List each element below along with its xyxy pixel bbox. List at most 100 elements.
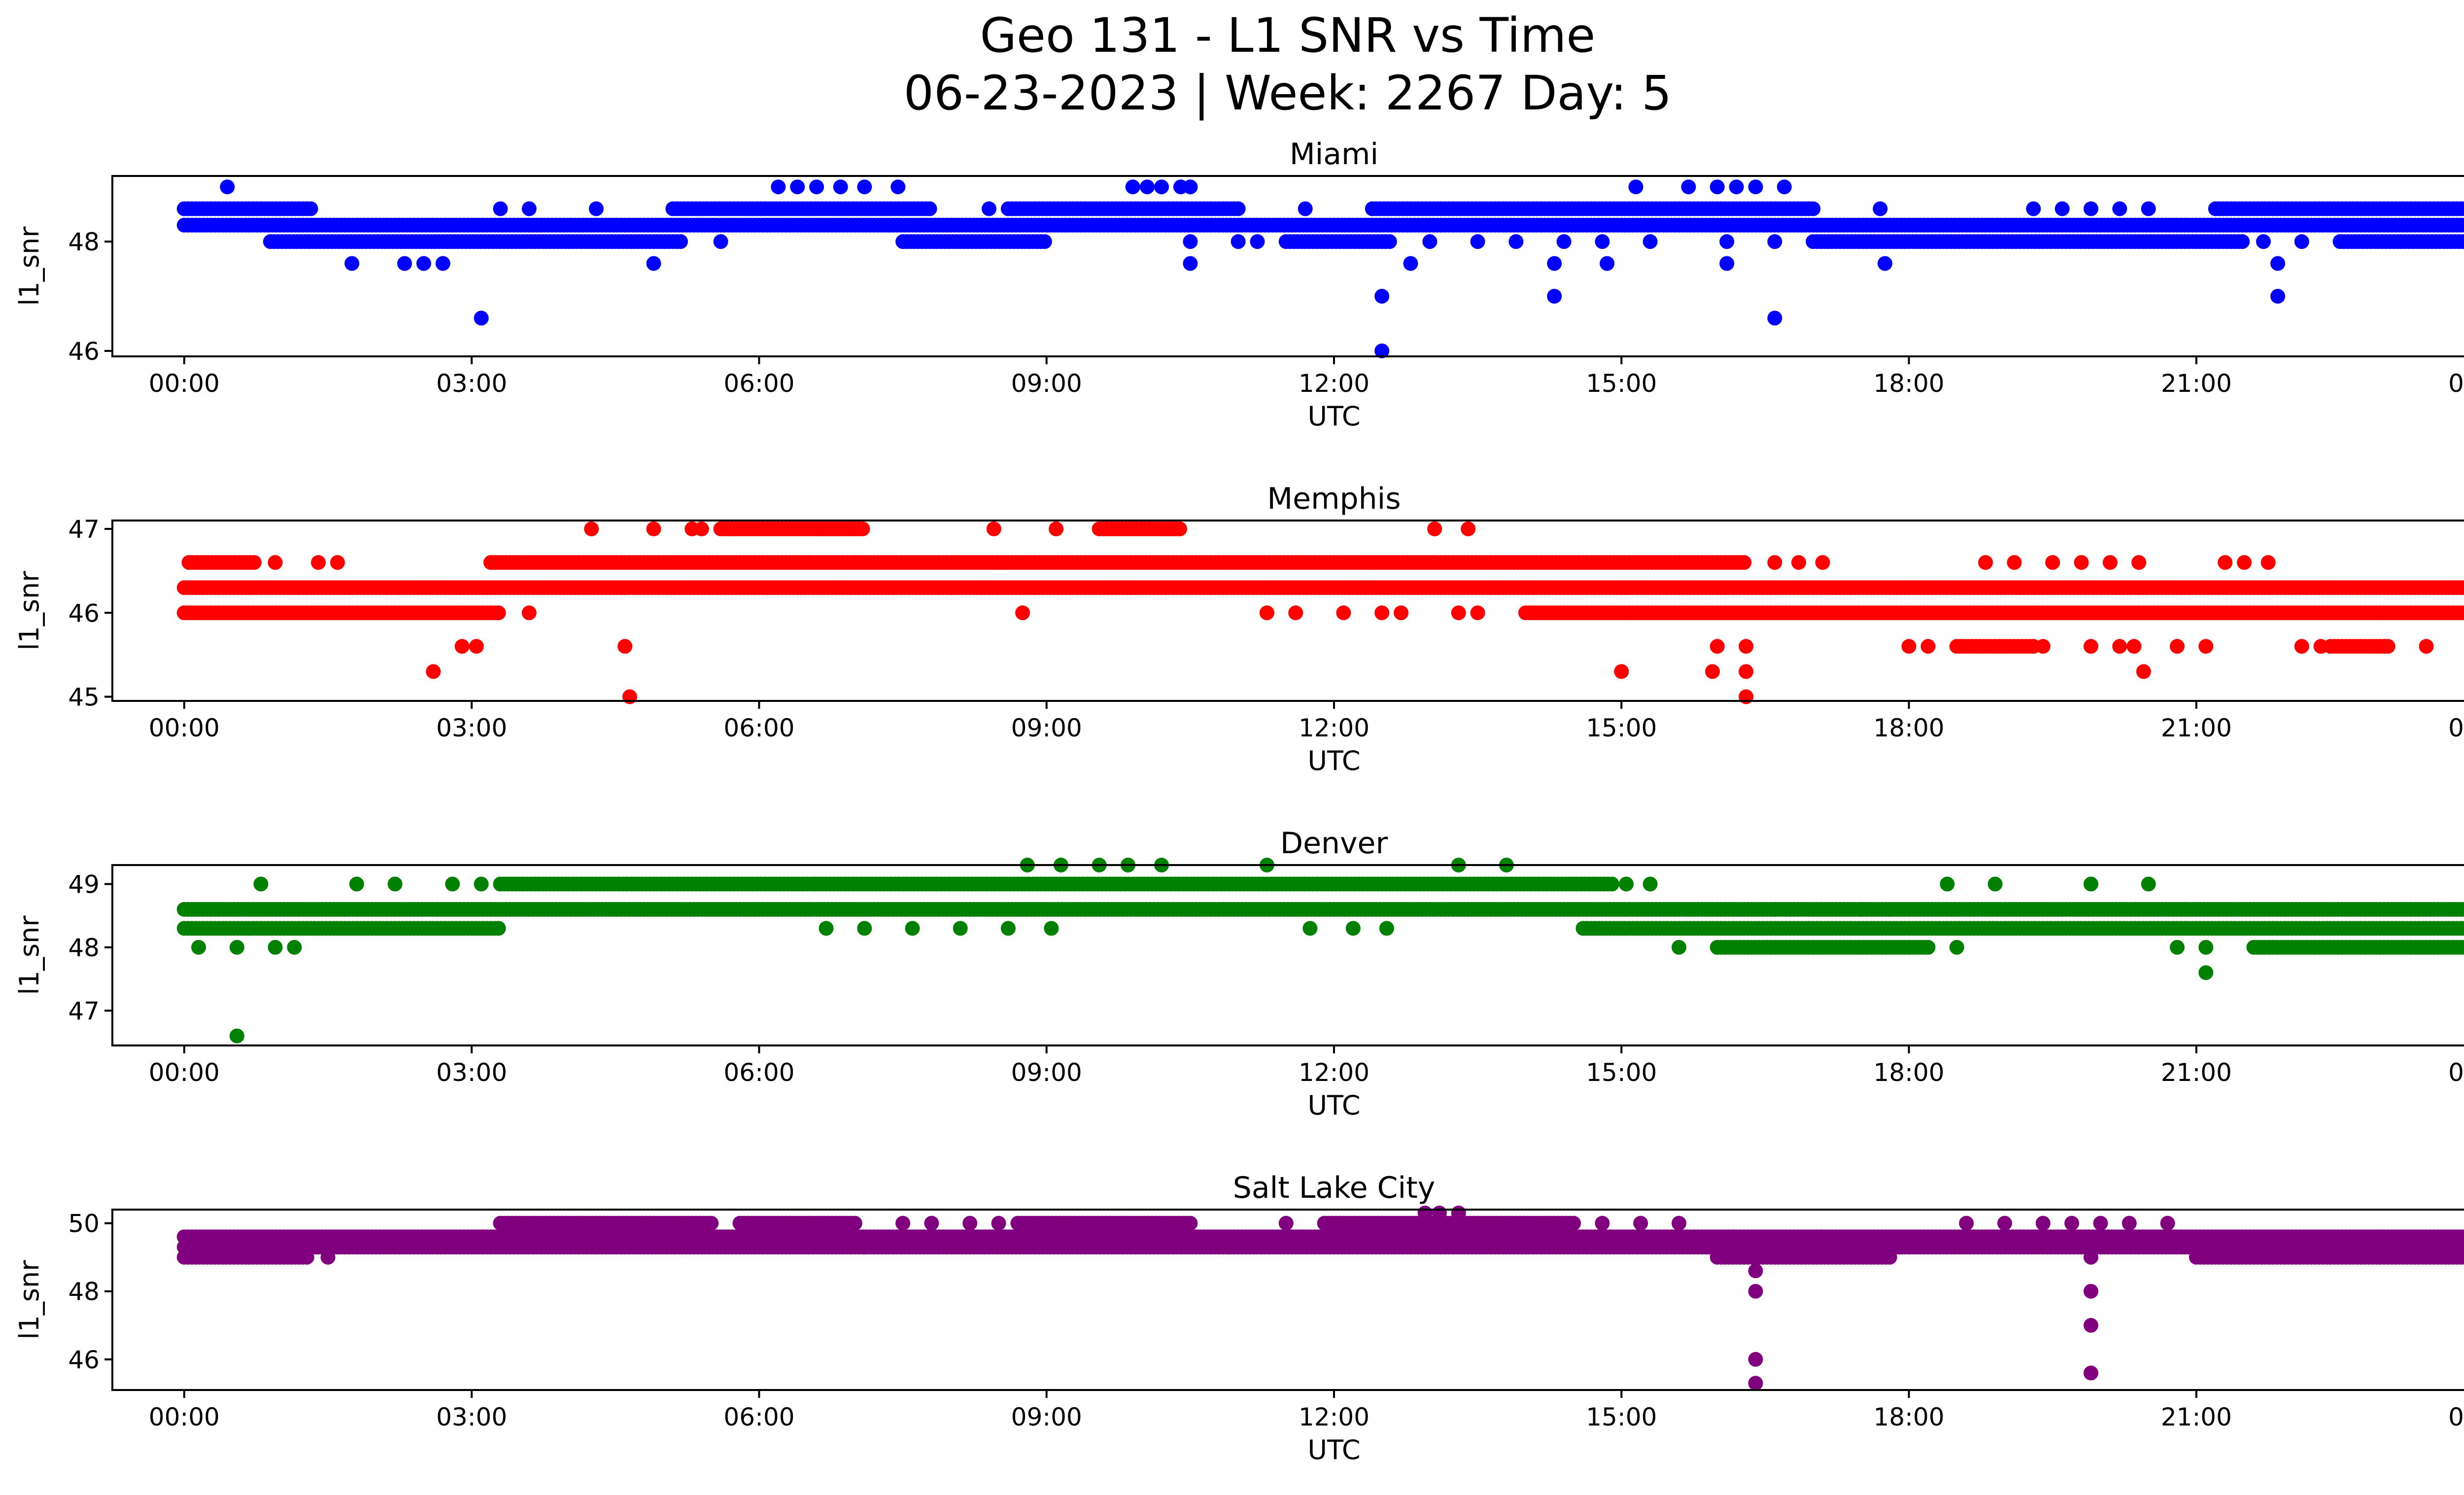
data-point: [790, 179, 805, 195]
data-point: [1556, 234, 1572, 249]
data-point: [2026, 201, 2041, 216]
data-point: [890, 179, 906, 195]
x-tick-label: 03:00: [436, 369, 507, 398]
data-point: [2045, 555, 2060, 570]
data-point: [1719, 234, 1735, 249]
data-point: [1394, 605, 1409, 621]
data-point: [953, 921, 968, 936]
x-tick-label: 18:00: [1874, 369, 1945, 398]
data-point: [646, 256, 661, 271]
data-point: [1672, 939, 1686, 955]
data-point: [2112, 201, 2127, 216]
data-point: [584, 522, 599, 536]
data-point: [1037, 234, 1052, 249]
data-point: [2084, 201, 2098, 216]
data-point: [1739, 664, 1754, 679]
y-axis-label: l1_snr: [14, 915, 45, 995]
data-point: [445, 876, 460, 892]
data-point: [1643, 876, 1658, 892]
data-point: [1748, 179, 1763, 195]
data-point: [1451, 605, 1466, 621]
data-point: [2170, 639, 2185, 654]
x-tick-label: 12:00: [1299, 714, 1369, 742]
data-point: [1710, 639, 1725, 654]
scatter-points: [176, 858, 2464, 1043]
data-point: [1853, 902, 1869, 917]
x-tick-label: 15:00: [1586, 369, 1657, 398]
data-point: [2170, 939, 2185, 955]
data-point: [617, 639, 633, 654]
data-point: [1767, 311, 1782, 326]
data-point: [1619, 876, 1634, 892]
data-point: [1739, 639, 1754, 654]
data-point: [1044, 921, 1059, 936]
data-point: [1000, 921, 1016, 936]
subplot-title: Memphis: [1267, 482, 1401, 516]
data-point: [982, 201, 996, 216]
y-tick-label: 48: [68, 228, 100, 256]
data-point: [521, 201, 537, 216]
data-point: [387, 876, 403, 892]
data-point: [922, 201, 937, 216]
data-point: [330, 555, 345, 570]
data-point: [2461, 903, 2464, 915]
data-point: [1719, 256, 1735, 271]
data-point: [416, 256, 431, 271]
data-point: [2461, 922, 2464, 935]
x-tick-label: 00:00: [149, 714, 220, 742]
data-point: [588, 201, 604, 216]
data-point: [311, 555, 326, 570]
data-point: [2131, 555, 2147, 570]
data-point: [268, 555, 283, 570]
data-point: [905, 921, 920, 936]
x-tick-label: 00:00: [2448, 369, 2464, 398]
data-point: [1139, 179, 1155, 195]
data-point: [1600, 256, 1615, 271]
data-point: [1791, 555, 1806, 570]
data-point: [2461, 582, 2464, 594]
x-tick-label: 09:00: [1011, 369, 1082, 398]
data-point: [2198, 639, 2214, 654]
data-point: [2256, 234, 2271, 249]
data-point: [2198, 939, 2214, 955]
data-point: [521, 605, 537, 621]
data-point: [1767, 555, 1782, 570]
data-point: [229, 939, 244, 955]
data-point: [474, 876, 489, 892]
data-point: [454, 639, 470, 654]
data-point: [2461, 607, 2464, 619]
x-axis-label: UTC: [1307, 1090, 1360, 1121]
x-tick-label: 06:00: [723, 369, 794, 398]
y-tick-label: 46: [68, 599, 100, 627]
data-point: [1302, 921, 1318, 936]
y-axis-label: l1_snr: [14, 571, 45, 651]
x-tick-label: 12:00: [1299, 1058, 1369, 1087]
x-tick-label: 21:00: [2161, 1058, 2232, 1087]
data-point: [2141, 876, 2156, 892]
data-point: [1508, 234, 1524, 249]
data-point: [1920, 639, 1936, 654]
x-tick-label: 15:00: [1586, 714, 1657, 742]
data-point: [1949, 939, 1964, 955]
data-point: [1049, 522, 1064, 536]
data-point: [2461, 219, 2464, 231]
data-point: [2313, 639, 2328, 654]
data-point: [2084, 876, 2098, 892]
scatter-points: [176, 522, 2464, 704]
data-point: [1901, 639, 1916, 654]
data-point: [349, 876, 364, 892]
data-point: [1231, 201, 1246, 216]
data-point: [469, 639, 484, 654]
data-point: [1547, 256, 1562, 271]
data-point: [833, 179, 848, 195]
data-point: [1172, 522, 1187, 536]
data-point: [1710, 179, 1725, 195]
x-tick-label: 06:00: [723, 1058, 794, 1087]
x-tick-label: 00:00: [149, 1058, 220, 1087]
data-point: [1298, 201, 1313, 216]
data-point: [1987, 876, 2003, 892]
x-axis-label: UTC: [1307, 745, 1360, 776]
data-point: [2270, 256, 2286, 271]
